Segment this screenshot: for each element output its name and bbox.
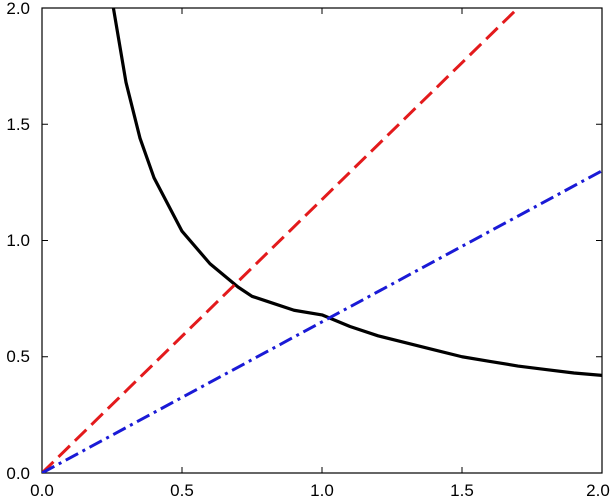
y-tick-label-3: 1.5: [6, 115, 30, 134]
x-tick-label-3: 1.5: [450, 481, 474, 499]
y-axis-tick-labels: 0.0 0.5 1.0 1.5 2.0: [6, 0, 30, 483]
series-line-2-dashdot: [42, 169, 602, 473]
x-tick-label-4: 2.0: [586, 481, 610, 499]
series-line-1-dashed: [42, 8, 520, 473]
x-tick-label-2: 1.0: [310, 481, 334, 499]
series-layer: [42, 8, 602, 473]
x-tick-label-1: 0.5: [170, 481, 194, 499]
y-tick-label-2: 1.0: [6, 231, 30, 250]
series-line-0-solid: [111, 8, 602, 377]
y-tick-label-4: 2.0: [6, 0, 30, 18]
x-axis-tick-labels: 0.0 0.5 1.0 1.5 2.0: [30, 481, 610, 499]
y-tick-label-0: 0.0: [6, 464, 30, 483]
x-tick-label-0: 0.0: [30, 481, 54, 499]
tick-marks: [41, 7, 603, 474]
y-tick-label-1: 0.5: [6, 347, 30, 366]
